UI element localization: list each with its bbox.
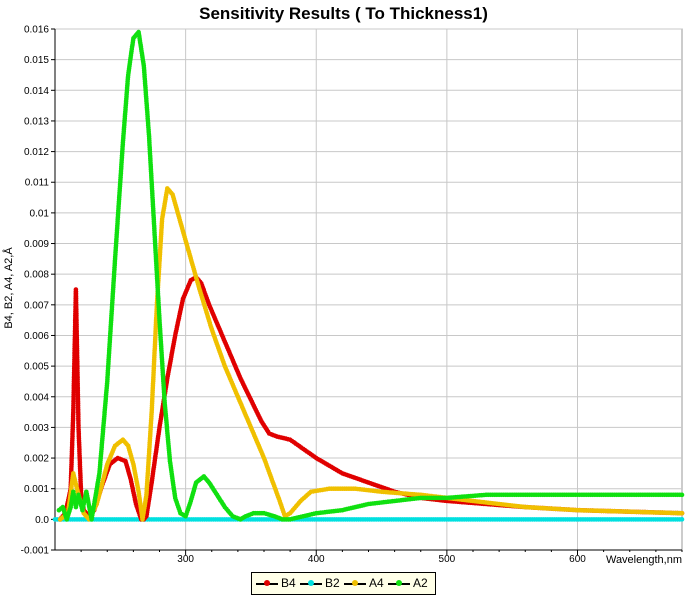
legend-marker: [264, 580, 270, 586]
x-tick-label: 300: [177, 554, 194, 565]
series-a4: [57, 186, 685, 522]
legend-marker: [396, 580, 402, 586]
x-tick-label: 500: [439, 554, 456, 565]
y-tick-label: 0.005: [24, 362, 49, 373]
legend-label: A4: [369, 576, 384, 590]
y-tick-label: 0.012: [24, 147, 49, 158]
y-tick-label: 0.016: [24, 25, 49, 36]
y-tick-label: 0.014: [24, 86, 49, 97]
y-tick-label: 0.006: [24, 331, 49, 342]
y-tick-label: 0.013: [24, 116, 49, 127]
x-tick-label: 400: [308, 554, 325, 565]
legend-marker: [352, 580, 358, 586]
x-axis-label: Wavelength,nm: [605, 554, 682, 566]
y-tick-label: 0.007: [24, 300, 49, 311]
data-point-b2: [679, 517, 685, 522]
y-tick-label: 0.004: [24, 392, 49, 403]
chart-title: Sensitivity Results ( To Thickness1): [199, 4, 488, 23]
y-tick-label: 0.008: [24, 270, 49, 281]
y-tick-label: 0.002: [24, 454, 49, 465]
y-tick-label: 0.003: [24, 423, 49, 434]
legend-marker: [308, 580, 314, 586]
legend-label: B4: [281, 576, 296, 590]
legend-label: B2: [325, 576, 340, 590]
y-tick-label: 0.015: [24, 55, 49, 66]
y-tick-label: 0.01: [30, 208, 50, 219]
y-tick-label: 0.011: [25, 178, 50, 189]
y-tick-label: 0.001: [24, 484, 49, 495]
y-tick-label: 0.009: [24, 239, 49, 250]
x-tick-label: 600: [569, 554, 586, 565]
y-tick-label: -0.001: [21, 546, 50, 557]
legend: B4 B2 A4 A2: [251, 572, 436, 595]
y-tick-label: 0.0: [35, 515, 49, 526]
data-point-a4: [679, 510, 685, 516]
series-a2: [56, 29, 685, 522]
data-point-a2: [679, 492, 685, 498]
legend-label: A2: [413, 576, 428, 590]
